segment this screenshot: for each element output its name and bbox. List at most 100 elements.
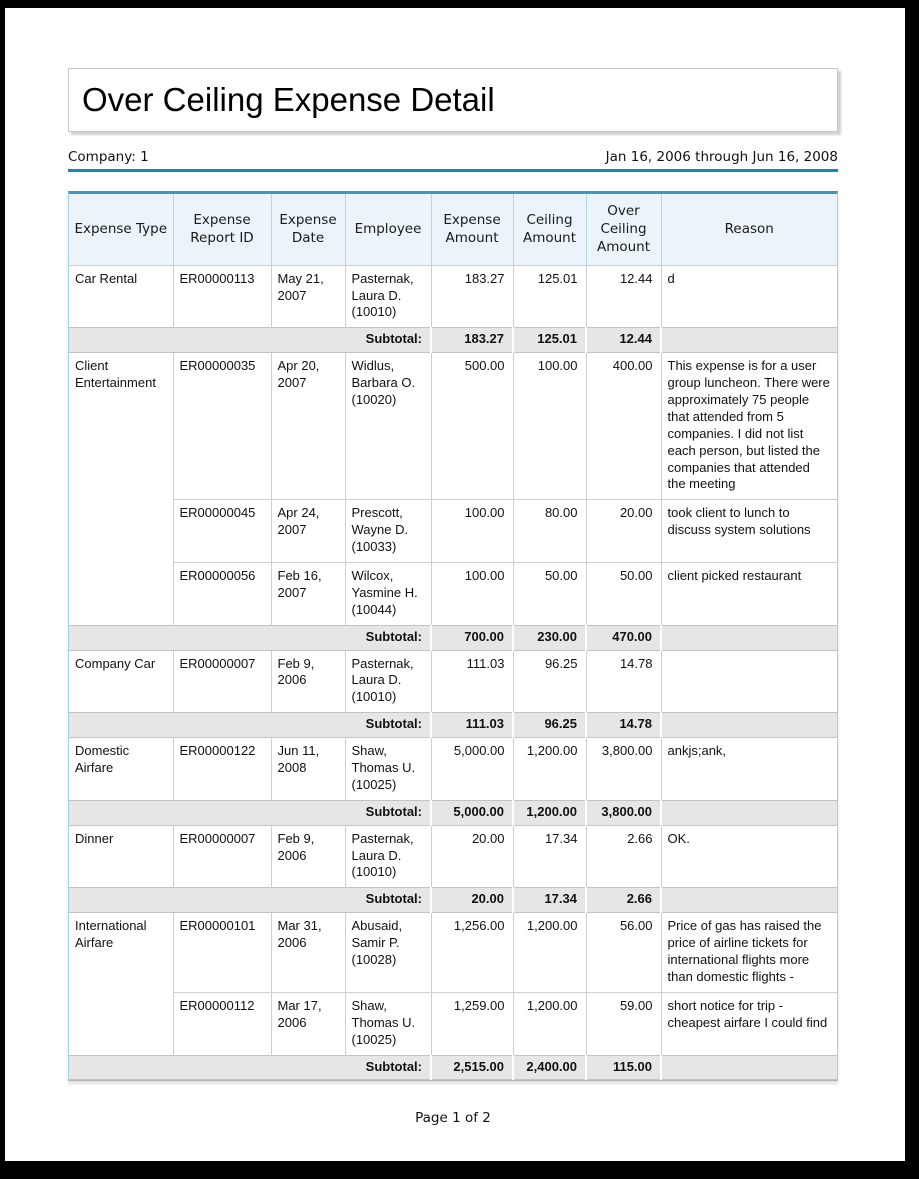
cell-employee: Pasternak, Laura D. (10010): [345, 650, 432, 713]
cell-expense-date: Feb 9, 2006: [271, 825, 346, 888]
cell-expense-type: Dinner: [69, 825, 174, 888]
column-header: Employee: [345, 194, 432, 266]
cell-over-ceiling-amount: 20.00: [586, 499, 662, 563]
cell-expense-amount: 1,256.00: [431, 912, 514, 993]
subtotal-label: Subtotal:: [69, 1054, 431, 1081]
cell-report-id: ER00000045: [173, 499, 272, 563]
column-header: Expense Report ID: [173, 194, 272, 266]
subtotal-expense-amount: 5,000.00: [430, 799, 513, 826]
cell-over-ceiling-amount: 59.00: [586, 991, 662, 1055]
cell-expense-date: Mar 31, 2006: [271, 912, 346, 993]
subtotal-expense-amount: 183.27: [430, 327, 513, 354]
subtotal-expense-amount: 20.00: [430, 887, 513, 914]
cell-report-id: ER00000122: [173, 737, 272, 801]
cell-ceiling-amount: 1,200.00: [513, 737, 587, 801]
cell-employee: Shaw, Thomas U. (10025): [345, 737, 432, 801]
company-label: Company: 1: [68, 149, 149, 165]
subtotal-reason-spacer: [660, 327, 837, 354]
cell-expense-amount: 183.27: [431, 265, 514, 328]
cell-expense-date: Mar 17, 2006: [271, 991, 346, 1055]
cell-expense-date: Apr 24, 2007: [271, 499, 346, 563]
cell-expense-type: Domestic Airfare: [69, 737, 174, 801]
column-header: Reason: [661, 194, 837, 266]
subtotal-row: Subtotal: 2,515.00 2,400.00 115.00: [69, 1054, 837, 1081]
cell-over-ceiling-amount: 56.00: [586, 912, 662, 993]
expense-row: Car Rental ER00000113 May 21, 2007 Pasterna…: [69, 265, 837, 328]
subtotal-over-ceiling-amount: 2.66: [585, 887, 661, 914]
cell-report-id: ER00000101: [173, 912, 272, 993]
subtotal-label: Subtotal:: [69, 624, 431, 651]
report-title-box: Over Ceiling Expense Detail: [68, 68, 838, 132]
table-body: Car Rental ER00000113 May 21, 2007 Pasterna…: [69, 265, 837, 1081]
cell-employee: Abusaid, Samir P. (10028): [345, 912, 432, 993]
report-content: Over Ceiling Expense Detail Company: 1 J…: [68, 68, 838, 1126]
expense-row: Dinner ER00000007 Feb 9, 2006 Pasternak, La…: [69, 825, 837, 888]
cell-expense-date: Feb 16, 2007: [271, 562, 346, 626]
cell-ceiling-amount: 50.00: [513, 562, 587, 626]
subtotal-ceiling-amount: 125.01: [512, 327, 586, 354]
subtotal-reason-spacer: [660, 1054, 837, 1081]
expense-row: ER00000056 Feb 16, 2007 Wilcox, Yasmine H.…: [69, 562, 837, 626]
subtotal-label: Subtotal:: [69, 887, 431, 914]
cell-expense-date: Apr 20, 2007: [271, 352, 346, 500]
subtotal-reason-spacer: [660, 887, 837, 914]
expense-row: International Airfare ER00000101 Mar 31, 2…: [69, 912, 837, 1055]
cell-expense-date: Jun 11, 2008: [271, 737, 346, 801]
cell-expense-type: Car Rental: [69, 265, 174, 328]
subtotal-reason-spacer: [660, 624, 837, 651]
report-meta-row: Company: 1 Jan 16, 2006 through Jun 16, …: [68, 149, 838, 169]
cell-reason: short notice for trip - cheapest airfare…: [661, 991, 837, 1055]
cell-expense-type: Client Entertainment: [69, 352, 174, 626]
expense-table: Expense Type Expense Report ID Expense Dat…: [69, 194, 837, 1081]
subtotal-expense-amount: 111.03: [430, 712, 513, 739]
cell-expense-amount: 100.00: [431, 562, 514, 626]
cell-expense-amount: 5,000.00: [431, 737, 514, 801]
cell-reason: ankjs;ank,: [661, 737, 837, 801]
cell-expense-amount: 500.00: [431, 352, 514, 500]
subtotal-over-ceiling-amount: 12.44: [585, 327, 661, 354]
subtotal-ceiling-amount: 96.25: [512, 712, 586, 739]
cell-over-ceiling-amount: 2.66: [586, 825, 662, 888]
cell-reason: This expense is for a user group luncheo…: [661, 352, 837, 500]
expense-row: ER00000045 Apr 24, 2007 Prescott, Wayne D.…: [69, 499, 837, 563]
cell-ceiling-amount: 17.34: [513, 825, 587, 888]
cell-employee: Wilcox, Yasmine H. (10044): [345, 562, 432, 626]
column-header: Ceiling Amount: [513, 194, 587, 266]
cell-report-id: ER00000007: [173, 825, 272, 888]
cell-expense-amount: 100.00: [431, 499, 514, 563]
subtotal-label: Subtotal:: [69, 327, 431, 354]
page-title: Over Ceiling Expense Detail: [82, 81, 495, 118]
cell-over-ceiling-amount: 3,800.00: [586, 737, 662, 801]
subtotal-row: Subtotal: 183.27 125.01 12.44: [69, 327, 837, 354]
subtotal-over-ceiling-amount: 14.78: [585, 712, 661, 739]
subtotal-row: Subtotal: 111.03 96.25 14.78: [69, 712, 837, 739]
column-header: Expense Type: [69, 194, 174, 266]
subtotal-ceiling-amount: 230.00: [512, 624, 586, 651]
cell-employee: Widlus, Barbara O. (10020): [345, 352, 432, 500]
cell-employee: Prescott, Wayne D. (10033): [345, 499, 432, 563]
cell-expense-amount: 20.00: [431, 825, 514, 888]
cell-expense-amount: 1,259.00: [431, 991, 514, 1055]
cell-employee: Pasternak, Laura D. (10010): [345, 265, 432, 328]
subtotal-reason-spacer: [660, 799, 837, 826]
subtotal-over-ceiling-amount: 3,800.00: [585, 799, 661, 826]
subtotal-row: Subtotal: 20.00 17.34 2.66: [69, 887, 837, 914]
subtotal-label: Subtotal:: [69, 712, 431, 739]
subtotal-ceiling-amount: 1,200.00: [512, 799, 586, 826]
expense-row: ER00000112 Mar 17, 2006 Shaw, Thomas U. (1…: [69, 991, 837, 1055]
meta-divider-rule: [68, 169, 838, 172]
cell-expense-amount: 111.03: [431, 650, 514, 713]
cell-expense-type: Company Car: [69, 650, 174, 713]
cell-ceiling-amount: 100.00: [513, 352, 587, 500]
cell-ceiling-amount: 1,200.00: [513, 991, 587, 1055]
cell-ceiling-amount: 125.01: [513, 265, 587, 328]
cell-expense-date: May 21, 2007: [271, 265, 346, 328]
cell-reason: [661, 650, 837, 713]
cell-ceiling-amount: 1,200.00: [513, 912, 587, 993]
cell-over-ceiling-amount: 14.78: [586, 650, 662, 713]
cell-reason: took client to lunch to discuss system s…: [661, 499, 837, 563]
expense-row: Client Entertainment ER00000035 Apr 20, 20…: [69, 352, 837, 626]
subtotal-expense-amount: 2,515.00: [430, 1054, 513, 1081]
column-header: Expense Amount: [431, 194, 514, 266]
expense-row: Company Car ER00000007 Feb 9, 2006 Pasterna…: [69, 650, 837, 713]
